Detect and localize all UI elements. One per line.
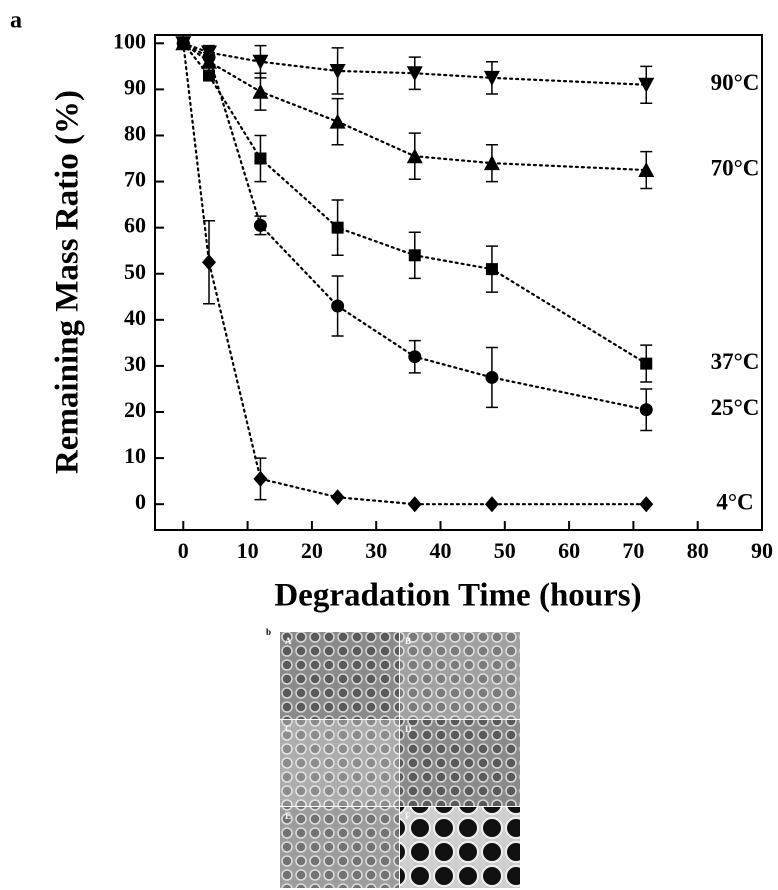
sem-panels: b A B C D E F — [266, 627, 520, 888]
x-tick-label: 0 — [178, 538, 189, 563]
marker — [406, 66, 423, 82]
panel-letter: B — [405, 636, 411, 646]
marker — [408, 249, 421, 262]
x-tick-label: 80 — [687, 538, 709, 563]
x-tick-label: 90 — [751, 538, 773, 563]
x-tick-label: 70 — [622, 538, 644, 563]
y-tick-label: 50 — [124, 259, 146, 284]
marker — [254, 152, 267, 165]
marker — [252, 54, 269, 70]
y-axis-label: Remaining Mass Ratio (%) — [50, 90, 86, 474]
marker — [639, 403, 653, 417]
marker — [252, 83, 269, 99]
marker — [639, 496, 654, 513]
marker — [485, 263, 498, 276]
subfigure-label: b — [266, 627, 271, 637]
marker — [638, 77, 655, 93]
marker — [329, 63, 346, 79]
y-tick-label: 70 — [124, 167, 146, 192]
x-tick-label: 60 — [558, 538, 580, 563]
series-label: 90°C — [711, 70, 760, 95]
marker — [329, 113, 346, 129]
plot-frame — [154, 34, 763, 531]
sem-image — [280, 720, 399, 806]
series-label: 37°C — [711, 349, 760, 374]
y-tick-label: 90 — [124, 74, 146, 99]
marker — [485, 370, 499, 384]
marker — [253, 470, 268, 487]
y-tick-label: 40 — [124, 305, 146, 330]
marker — [483, 155, 500, 171]
y-tick-label: 0 — [135, 489, 146, 514]
marker — [253, 218, 267, 232]
marker — [640, 357, 653, 370]
sem-image — [400, 807, 520, 888]
series-label: 4°C — [716, 489, 753, 514]
sem-image — [280, 632, 399, 719]
y-tick-label: 10 — [124, 443, 146, 468]
marker — [408, 350, 422, 364]
x-tick-label: 10 — [237, 538, 259, 563]
panel-letter: D — [405, 724, 412, 734]
x-tick-label: 50 — [494, 538, 516, 563]
x-axis-label: Degradation Time (hours) — [274, 578, 641, 614]
marker — [331, 299, 345, 313]
y-tick-label: 30 — [124, 351, 146, 376]
panel-letter: C — [285, 724, 292, 734]
series-label: 25°C — [711, 395, 760, 420]
marker — [483, 70, 500, 86]
y-tick-label: 60 — [124, 213, 146, 238]
marker — [176, 35, 191, 52]
sem-image — [400, 720, 520, 806]
marker — [484, 496, 499, 513]
marker — [407, 496, 422, 513]
marker — [330, 489, 345, 506]
panel-letter: F — [405, 811, 411, 821]
marker — [202, 50, 216, 64]
marker — [638, 162, 655, 178]
marker — [203, 69, 216, 82]
panel-letter: E — [285, 811, 291, 821]
x-tick-label: 20 — [301, 538, 323, 563]
sem-image — [280, 807, 399, 888]
x-tick-label: 40 — [429, 538, 451, 563]
marker — [406, 148, 423, 164]
marker — [331, 221, 344, 234]
panel-letter: A — [285, 636, 292, 646]
marker — [202, 254, 217, 271]
y-tick-label: 100 — [113, 28, 146, 53]
x-tick-label: 30 — [365, 538, 387, 563]
y-tick-label: 20 — [124, 397, 146, 422]
series-label: 70°C — [711, 155, 760, 180]
panel-label: a — [10, 8, 22, 34]
y-tick-label: 80 — [124, 121, 146, 146]
sem-image — [400, 632, 520, 719]
